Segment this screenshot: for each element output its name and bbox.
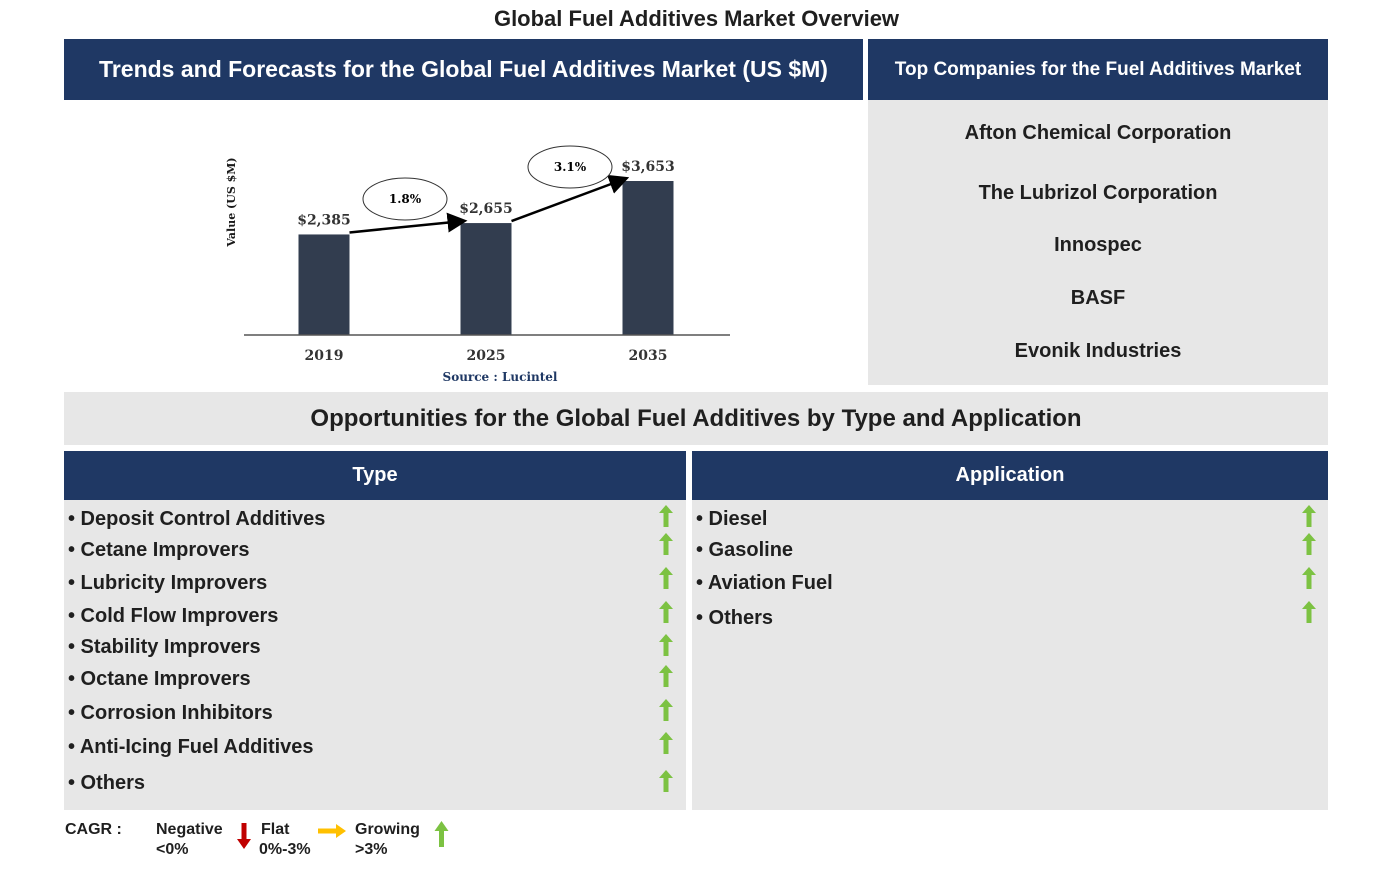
cagr-bubble xyxy=(362,177,448,221)
type-item: • Cold Flow Improvers xyxy=(68,605,279,627)
bar-2019 xyxy=(298,234,350,335)
x-tick-label: 2025 xyxy=(467,348,506,364)
growing-arrow-icon xyxy=(659,699,673,721)
opportunities-title: Opportunities for the Global Fuel Additi… xyxy=(64,392,1328,445)
application-item: • Others xyxy=(696,607,774,629)
company-innospec: Innospec xyxy=(1054,234,1142,256)
cagr-label: 3.1% xyxy=(554,160,587,174)
legend-cagr-label: CAGR : xyxy=(65,821,122,838)
type-item: • Others xyxy=(68,772,146,794)
bar-2025 xyxy=(460,223,512,335)
companies-panel: Afton Chemical Corporation The Lubrizol … xyxy=(868,100,1328,385)
page-title: Global Fuel Additives Market Overview xyxy=(493,6,900,31)
company-evonik: Evonik Industries xyxy=(1014,340,1182,362)
legend-negative-label: Negative xyxy=(156,821,223,838)
growing-arrow-icon xyxy=(434,821,449,847)
type-panel: • Deposit Control Additives • Cetane Imp… xyxy=(64,500,686,810)
legend-negative-range: <0% xyxy=(156,841,189,858)
chart-header: Trends and Forecasts for the Global Fuel… xyxy=(64,39,863,100)
company-lubrizol: The Lubrizol Corporation xyxy=(978,182,1218,204)
application-panel: • Diesel • Gasoline • Aviation Fuel • Ot… xyxy=(692,500,1328,810)
chart-source: Source : Lucintel xyxy=(443,370,558,384)
growing-arrow-icon xyxy=(1302,533,1316,555)
application-item: • Diesel xyxy=(696,508,768,530)
type-item: • Octane Improvers xyxy=(68,668,251,690)
type-item: • Deposit Control Additives xyxy=(68,508,326,530)
growing-arrow-icon xyxy=(659,634,673,656)
growing-arrow-icon xyxy=(1302,505,1316,527)
legend-flat-label: Flat xyxy=(261,821,290,838)
growing-arrow-icon xyxy=(659,732,673,754)
type-item: • Anti-Icing Fuel Additives xyxy=(68,736,314,758)
value-label: $3,653 xyxy=(621,159,675,175)
cagr-label: 1.8% xyxy=(389,192,422,206)
type-item: • Stability Improvers xyxy=(68,636,261,658)
cagr-arrow xyxy=(511,174,630,223)
companies-header: Top Companies for the Fuel Additives Mar… xyxy=(868,39,1328,100)
negative-arrow-icon xyxy=(237,823,251,849)
type-item: • Lubricity Improvers xyxy=(68,572,268,594)
application-header: Application xyxy=(692,451,1328,500)
growing-arrow-icon xyxy=(659,601,673,623)
growing-arrow-icon xyxy=(659,770,673,792)
value-label: $2,655 xyxy=(459,201,513,217)
type-item: • Corrosion Inhibitors xyxy=(68,702,273,724)
growing-arrow-icon xyxy=(1302,567,1316,589)
company-basf: BASF xyxy=(1070,287,1126,309)
growing-arrow-icon xyxy=(659,533,673,555)
application-item: • Aviation Fuel xyxy=(696,572,833,594)
application-item: • Gasoline xyxy=(696,539,794,561)
y-axis-label: Value (US $M) xyxy=(225,157,238,247)
cagr-bubble xyxy=(527,145,613,189)
bar-chart: Value (US $M) $2,385 2019 $2,655 2025 $3,653… xyxy=(225,145,730,384)
value-label: $2,385 xyxy=(297,212,351,228)
type-header: Type xyxy=(64,451,686,500)
legend-flat-range: 0%-3% xyxy=(259,841,311,858)
type-item: • Cetane Improvers xyxy=(68,539,250,561)
bar-2035 xyxy=(622,181,674,335)
growing-arrow-icon xyxy=(659,567,673,589)
x-tick-label: 2035 xyxy=(629,348,668,364)
legend-growing-label: Growing xyxy=(355,821,420,838)
growing-arrow-icon xyxy=(1302,601,1316,623)
growing-arrow-icon xyxy=(659,505,673,527)
company-afton: Afton Chemical Corporation xyxy=(964,122,1232,144)
cagr-arrow xyxy=(349,212,468,234)
legend-growing-range: >3% xyxy=(355,841,388,858)
flat-arrow-icon xyxy=(318,824,346,838)
x-tick-label: 2019 xyxy=(305,348,344,364)
growing-arrow-icon xyxy=(659,665,673,687)
